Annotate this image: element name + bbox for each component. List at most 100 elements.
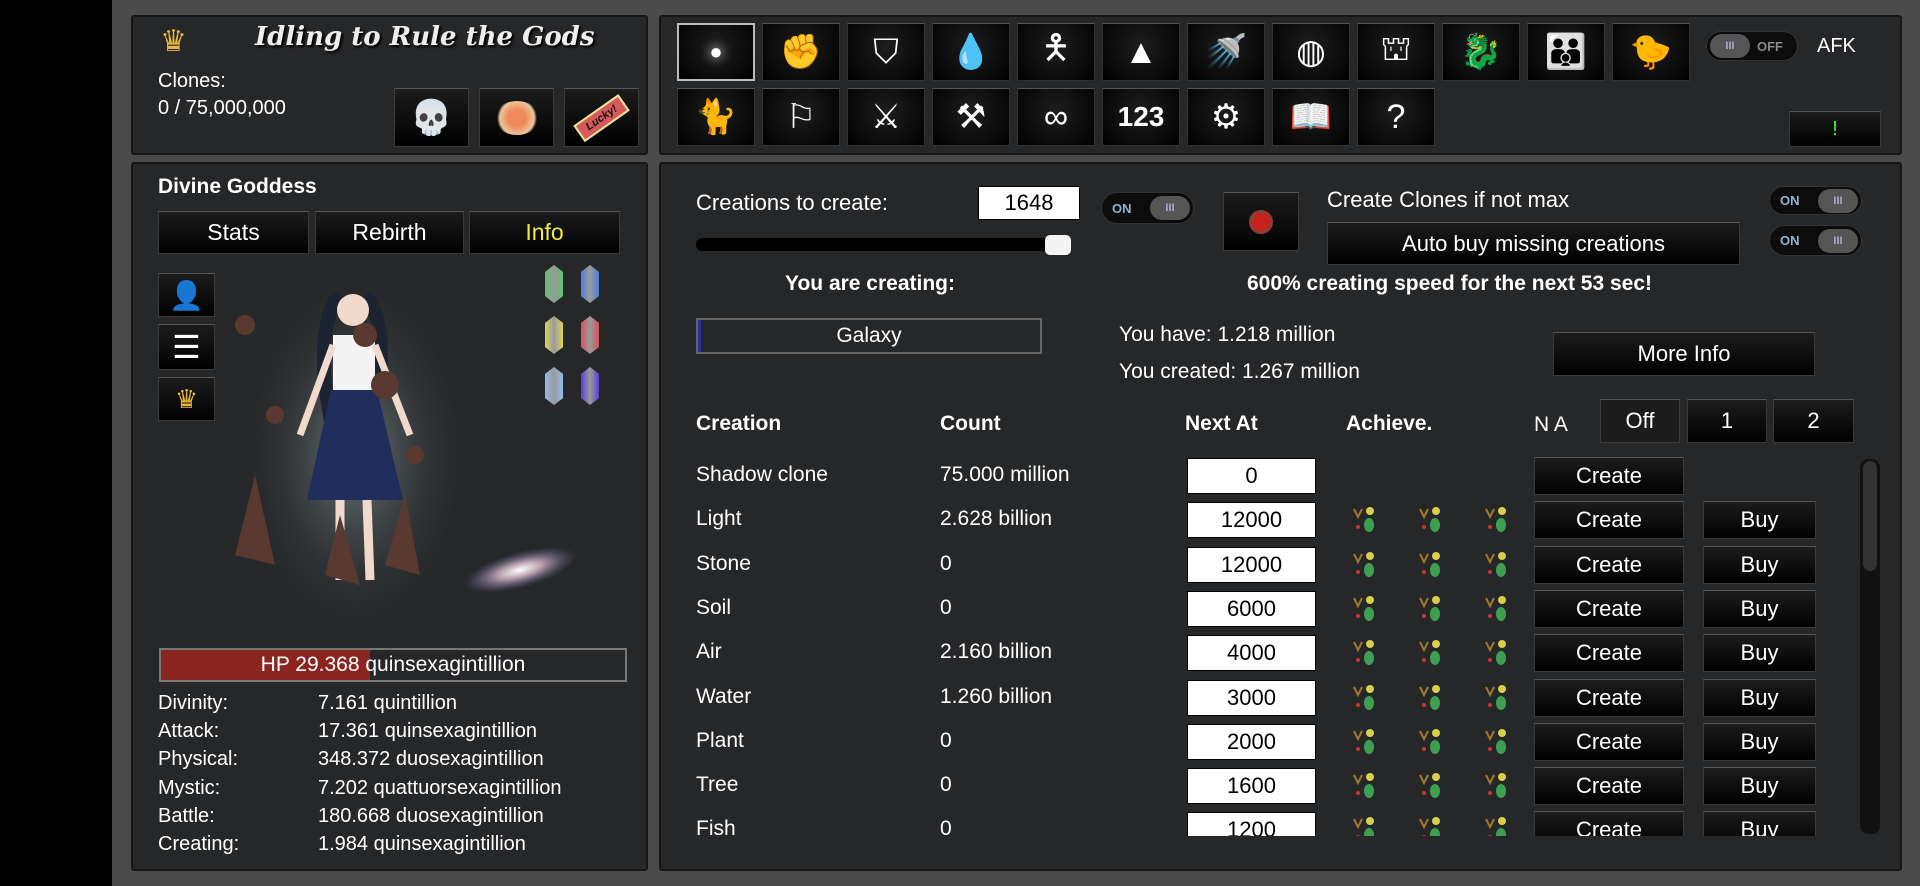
buy-button[interactable]: Buy	[1703, 811, 1816, 836]
toolbar-shield-button[interactable]: ⛉	[847, 23, 925, 81]
slider-thumb[interactable]	[1045, 235, 1071, 255]
tab-rebirth[interactable]: Rebirth	[315, 211, 464, 254]
menu-icon: ☰	[172, 329, 201, 365]
lucky-button[interactable]: Lucky!	[564, 88, 639, 147]
buy-button[interactable]: Buy	[1703, 589, 1816, 628]
create-clones-label: Create Clones if not max	[1327, 187, 1570, 212]
creations-to-create-input[interactable]: 1648	[978, 186, 1080, 220]
create-button[interactable]: Create	[1534, 722, 1684, 761]
toolbar-tower-button[interactable]: ⛫	[1357, 23, 1435, 81]
toolbar-bath-button[interactable]: 🚿	[1187, 23, 1265, 81]
na-1-button[interactable]: 1	[1687, 399, 1767, 443]
gem-icon[interactable]	[545, 367, 563, 405]
achievement-icon	[1353, 817, 1374, 836]
list-scrollbar[interactable]	[1860, 459, 1880, 834]
toolbar-crossed-swords-button[interactable]: ⚔	[847, 88, 925, 146]
creation-row: Tree 0 1600 Create Buy	[660, 764, 1860, 808]
numbers-icon: 123	[1117, 101, 1165, 132]
crown-button[interactable]: ♛	[158, 377, 215, 421]
toolbar-help-button[interactable]: ?	[1357, 88, 1435, 146]
you-are-creating-label: You are creating:	[785, 272, 955, 295]
next-at-input[interactable]: 12000	[1187, 546, 1316, 583]
rocks	[235, 315, 424, 585]
auto-buy-button[interactable]: Auto buy missing creations	[1327, 222, 1740, 265]
buy-button[interactable]: Buy	[1703, 678, 1816, 717]
creations-slider[interactable]	[696, 235, 1071, 255]
afk-toggle[interactable]: III OFF	[1706, 31, 1798, 61]
toolbar-fist-button[interactable]: ✊	[762, 23, 840, 81]
toolbar-dragon-button[interactable]: 🐉	[1442, 23, 1520, 81]
profile-button[interactable]: 👤	[158, 273, 215, 317]
toolbar-numbers-button[interactable]: 123	[1102, 88, 1180, 146]
buy-button[interactable]: Buy	[1703, 501, 1816, 540]
achievement-icon	[1485, 551, 1506, 577]
tab-info[interactable]: Info	[469, 211, 620, 254]
current-creation-name: Galaxy	[836, 324, 902, 347]
alert-button[interactable]: !	[1789, 111, 1881, 147]
toolbar-book-button[interactable]: 📖	[1272, 88, 1350, 146]
create-clones-toggle[interactable]: ON III	[1769, 186, 1862, 215]
stat-label: Creating:	[158, 833, 240, 855]
award-ribbon-icon	[1249, 209, 1273, 234]
tab-stats[interactable]: Stats	[158, 211, 309, 254]
buy-button[interactable]: Buy	[1703, 767, 1816, 806]
next-at-input[interactable]: 0	[1187, 458, 1316, 494]
buy-button[interactable]: Buy	[1703, 545, 1816, 584]
create-button[interactable]: Create	[1534, 811, 1684, 836]
gem-icon[interactable]	[581, 316, 599, 354]
stat-value: 348.372 duosexagintillion	[318, 748, 544, 771]
toolbar-chick-button[interactable]: 🐤	[1612, 23, 1690, 81]
creation-name: Shadow clone	[696, 463, 828, 486]
create-button[interactable]: Create	[1534, 767, 1684, 806]
ribbon-button[interactable]	[1223, 192, 1299, 251]
toolbar-slime-button[interactable]: 💧	[932, 23, 1010, 81]
creations-toggle[interactable]: ON III	[1101, 192, 1194, 224]
hp-bar-fill	[161, 650, 370, 680]
next-at-input[interactable]: 3000	[1187, 679, 1316, 716]
person-icon: 👤	[169, 279, 204, 311]
toolbar-cat-button[interactable]: 🐈	[677, 88, 755, 146]
next-at-input[interactable]: 1600	[1187, 768, 1316, 805]
na-2-button[interactable]: 2	[1773, 399, 1854, 443]
toolbar-people-button[interactable]: 👪	[1527, 23, 1605, 81]
gem-icon[interactable]	[581, 265, 599, 303]
create-button[interactable]: Create	[1534, 678, 1684, 717]
create-button[interactable]: Create	[1534, 589, 1684, 628]
next-at-input[interactable]: 12000	[1187, 502, 1316, 539]
next-at-input[interactable]: 4000	[1187, 635, 1316, 672]
menu-button[interactable]: ☰	[158, 324, 215, 370]
toolbar-anvil-button[interactable]: ⚒	[932, 88, 1010, 146]
create-button[interactable]: Create	[1534, 545, 1684, 584]
toolbar-body-button[interactable]: 🯅	[1017, 23, 1095, 81]
gem-icon[interactable]	[545, 265, 563, 303]
toggle-knob: III	[1818, 189, 1858, 213]
toolbar-gears-button[interactable]: ⚙	[1187, 88, 1265, 146]
creation-count: 0	[940, 551, 952, 575]
you-have-text: You have: 1.218 million	[1119, 323, 1336, 346]
achievement-icon	[1353, 728, 1374, 754]
auto-buy-toggle[interactable]: ON III	[1769, 225, 1862, 256]
next-at-input[interactable]: 2000	[1187, 723, 1316, 760]
toolbar-pyramid-button[interactable]: ▲	[1102, 23, 1180, 81]
scrollbar-thumb[interactable]	[1863, 461, 1877, 571]
lotus-button[interactable]	[479, 88, 554, 147]
next-at-input[interactable]: 1200	[1187, 812, 1316, 836]
buy-button[interactable]: Buy	[1703, 634, 1816, 673]
skull-button[interactable]: 💀	[394, 88, 469, 147]
gem-icon[interactable]	[545, 316, 563, 354]
creation-row: Plant 0 2000 Create Buy	[660, 720, 1860, 764]
toolbar-light-button[interactable]: ●	[677, 23, 755, 81]
toolbar-flag-button[interactable]: ⚐	[762, 88, 840, 146]
create-button[interactable]: Create	[1534, 501, 1684, 540]
buy-button[interactable]: Buy	[1703, 722, 1816, 761]
bath-icon: 🚿	[1204, 33, 1248, 71]
next-at-input[interactable]: 6000	[1187, 590, 1316, 627]
achievement-icon	[1419, 817, 1440, 836]
na-off-button[interactable]: Off	[1600, 399, 1680, 443]
create-button[interactable]: Create	[1534, 457, 1684, 495]
toolbar-infinity-button[interactable]: ∞	[1017, 88, 1095, 146]
more-info-button[interactable]: More Info	[1553, 332, 1815, 376]
toolbar-globe-button[interactable]: ◍	[1272, 23, 1350, 81]
gem-icon[interactable]	[581, 367, 599, 405]
create-button[interactable]: Create	[1534, 634, 1684, 673]
